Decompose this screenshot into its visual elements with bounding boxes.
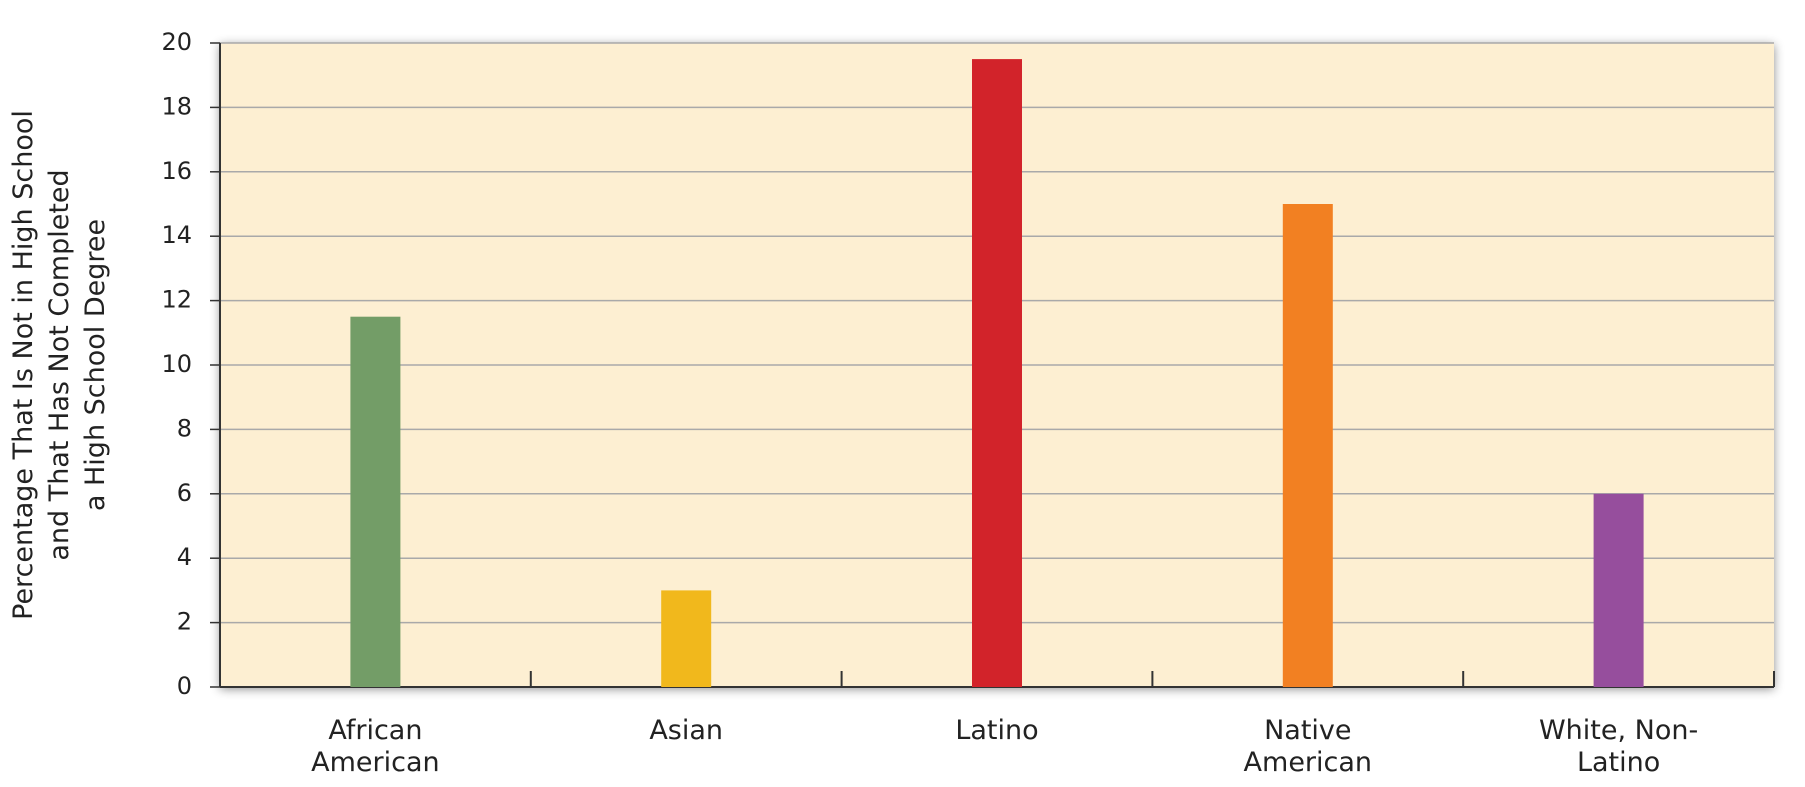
y-tick-label: 20 [161, 28, 192, 56]
y-axis-label-line: and That Has Not Completed [44, 169, 75, 560]
y-tick-label: 18 [161, 92, 192, 120]
y-tick-label: 6 [177, 479, 192, 507]
x-tick-label: African American [311, 715, 440, 778]
y-tick-label: 4 [177, 543, 192, 571]
x-tick-label: Asian [649, 715, 724, 746]
bar [350, 316, 401, 687]
y-tick-label: 0 [177, 672, 192, 700]
y-tick-label: 16 [161, 157, 192, 185]
plot: 0 2 4 6 8 10 12 14 16 18 20 Percentage That Is Not … [8, 28, 1775, 700]
x-tick-label: Native American [1243, 715, 1373, 778]
y-tick-label: 10 [161, 350, 192, 378]
y-axis-label: Percentage That Is Not in High School and… [8, 110, 111, 620]
x-tick-label: White, Non-Latino [1538, 715, 1699, 778]
y-tick-label: 14 [161, 221, 192, 249]
x-tick-label: Latino [955, 715, 1039, 746]
bar [661, 590, 712, 687]
bar [1593, 493, 1644, 687]
y-tick-label: 8 [177, 414, 192, 442]
bar [972, 59, 1022, 688]
y-tick-label: 12 [161, 286, 192, 314]
y-axis-label-line: a High School Degree [80, 219, 111, 511]
y-axis-label-line: Percentage That Is Not in High School [8, 110, 39, 620]
bar [1282, 204, 1333, 687]
y-tick-label: 2 [177, 608, 192, 636]
